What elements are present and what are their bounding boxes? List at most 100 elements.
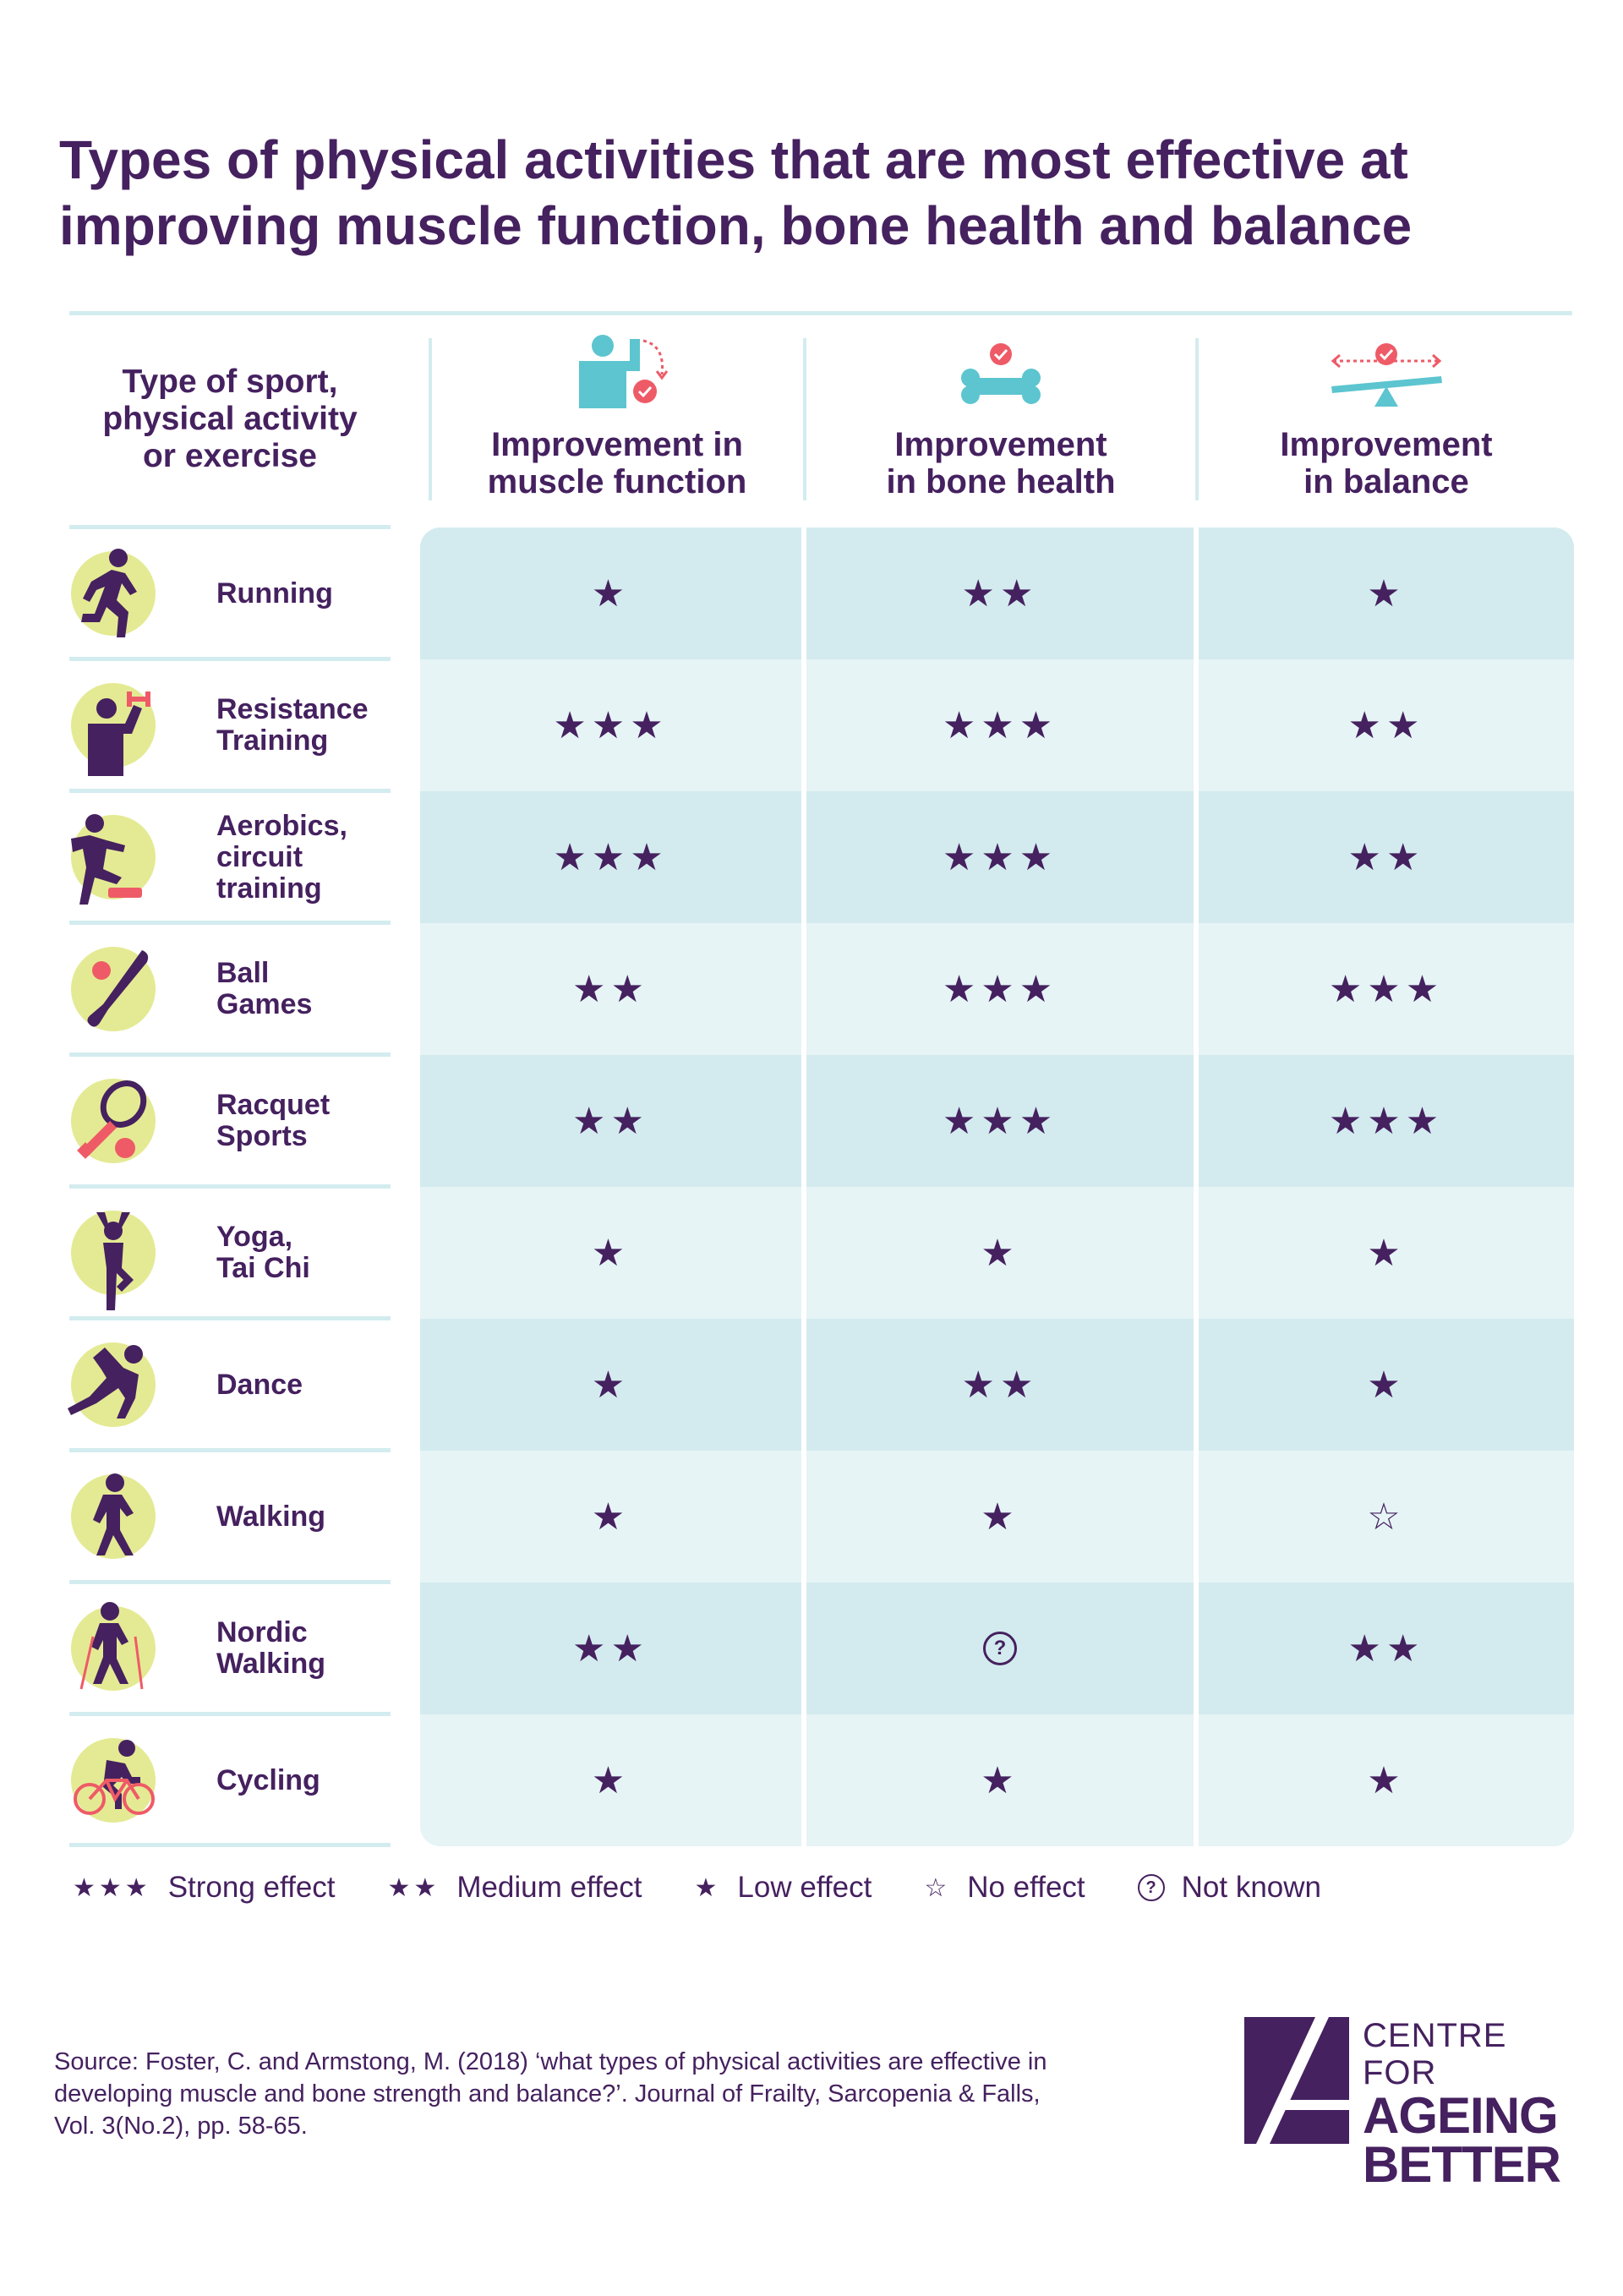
nordic-walking-icon <box>71 1602 156 1691</box>
strong-effect-icon: ★★★ <box>73 1872 151 1903</box>
activity-header-label: Type of sport, physical activity or exer… <box>102 364 358 474</box>
bat-ball-icon <box>71 947 156 1031</box>
row-divider <box>69 1580 391 1584</box>
logo-line: AGEING <box>1363 2087 1559 2144</box>
balance-icon <box>1323 342 1450 414</box>
table-row: Cycling <box>69 1714 391 1846</box>
balance-rating: ★★ <box>1347 835 1425 879</box>
logo-line: BETTER <box>1363 2136 1561 2193</box>
muscle-rating: ★ <box>591 1363 631 1407</box>
page-title: Types of physical activities that are mo… <box>59 129 1413 256</box>
legend-item: ? Not known <box>1137 1871 1322 1905</box>
running-icon <box>71 549 156 637</box>
legend-label: No effect <box>967 1871 1085 1904</box>
legend-item: ☆ No effect <box>924 1871 1085 1905</box>
dumbbell-person-icon <box>71 683 156 776</box>
balance-rating: ★ <box>1367 1231 1406 1275</box>
row-divider <box>69 657 391 661</box>
table-band <box>420 1714 1574 1846</box>
low-effect-icon: ★ <box>694 1872 721 1903</box>
walking-icon <box>71 1473 156 1559</box>
bone-rating: ★★★ <box>942 835 1058 879</box>
logo-mark-icon <box>1244 2017 1349 2144</box>
activity-label: Aerobics, circuit training <box>216 809 347 905</box>
balance-rating: ★★ <box>1347 1626 1425 1670</box>
bone-rating: ★ <box>981 1758 1019 1802</box>
row-divider <box>69 1316 391 1320</box>
table-band <box>420 1187 1574 1319</box>
table-band <box>420 1451 1574 1583</box>
not-known-icon: ? <box>983 1632 1017 1665</box>
table-band <box>420 1319 1574 1451</box>
legend: ★★★ Strong effect ★★ Medium effect ★ Low… <box>73 1867 1560 1909</box>
cycling-icon <box>71 1738 156 1823</box>
legend-label: Low effect <box>737 1871 872 1904</box>
row-divider <box>69 921 391 925</box>
table-row: Resistance Training <box>69 659 391 791</box>
muscle-rating: ★★ <box>572 967 649 1011</box>
table-row: Nordic Walking <box>69 1583 391 1714</box>
row-divider <box>69 1843 391 1847</box>
bone-rating: ★★★ <box>942 967 1058 1011</box>
table-row: Walking <box>69 1451 391 1583</box>
bone-rating: ★ <box>981 1495 1019 1539</box>
dance-icon <box>68 1342 156 1427</box>
activity-label: Ball Games <box>216 957 313 1020</box>
balance-rating: ★★★ <box>1328 1099 1445 1143</box>
table-row: Yoga, Tai Chi <box>69 1187 391 1319</box>
legend-label: Strong effect <box>167 1871 336 1904</box>
table-row: Dance <box>68 1319 391 1451</box>
muscle-rating: ★ <box>591 571 631 615</box>
muscle-header-label: Improvement in muscle function <box>487 426 747 500</box>
row-divider <box>69 1712 391 1716</box>
activity-label: Resistance Training <box>216 693 369 757</box>
table-band <box>420 923 1574 1055</box>
row-divider <box>69 1448 391 1452</box>
table-band <box>420 791 1574 923</box>
logo-line: CENTRE FOR <box>1363 2017 1507 2091</box>
legend-item: ★ Low effect <box>695 1871 872 1905</box>
bone-rating: ? <box>806 1583 1194 1714</box>
balance-header-label: Improvement in balance <box>1280 426 1493 500</box>
centre-for-ageing-better-logo: CENTRE FOR AGEING BETTER <box>1244 2017 1582 2190</box>
no-effect-icon: ☆ <box>924 1872 951 1903</box>
logo-wordmark: CENTRE FOR AGEING BETTER <box>1363 2017 1582 2193</box>
table-row: Racquet Sports <box>69 1055 391 1187</box>
not-known-icon: ? <box>1137 1874 1165 1901</box>
activity-label: Walking <box>216 1500 326 1533</box>
table-row: Ball Games <box>69 923 391 1055</box>
balance-rating: ★ <box>1367 571 1406 615</box>
legend-item: ★★ Medium effect <box>388 1871 642 1905</box>
muscle-rating: ★★★ <box>553 835 669 879</box>
balance-rating: ★★ <box>1347 703 1425 747</box>
column-divider <box>1194 528 1199 1846</box>
activity-label: Dance <box>216 1368 303 1401</box>
bone-health-icon <box>959 342 1043 414</box>
column-divider <box>801 528 806 1846</box>
bone-column-header: Improvement in bone health <box>808 338 1194 500</box>
activity-label: Nordic Walking <box>216 1616 326 1680</box>
bone-header-label: Improvement in bone health <box>886 426 1116 500</box>
activity-label: Yoga, Tai Chi <box>216 1221 310 1284</box>
table-band <box>420 1055 1574 1187</box>
header-divider <box>803 338 806 500</box>
balance-rating: ★ <box>1367 1363 1406 1407</box>
bone-rating: ★★★ <box>942 703 1058 747</box>
muscle-function-icon <box>562 332 672 414</box>
activity-column-header: Type of sport, physical activity or exer… <box>69 338 391 500</box>
balance-rating: ☆ <box>1367 1495 1406 1539</box>
muscle-rating: ★★ <box>572 1099 649 1143</box>
muscle-rating: ★★ <box>572 1626 649 1670</box>
header-divider <box>429 338 432 500</box>
legend-label: Not known <box>1181 1871 1322 1904</box>
activity-label: Running <box>216 577 333 610</box>
table-band <box>420 528 1574 659</box>
muscle-rating: ★ <box>591 1231 631 1275</box>
row-divider <box>69 1184 391 1189</box>
ratings-table <box>420 528 1574 1846</box>
yoga-icon <box>71 1211 156 1310</box>
row-divider <box>69 525 391 529</box>
row-divider <box>69 1052 391 1057</box>
legend-item: ★★★ Strong effect <box>73 1871 336 1905</box>
medium-effect-icon: ★★ <box>387 1872 440 1903</box>
